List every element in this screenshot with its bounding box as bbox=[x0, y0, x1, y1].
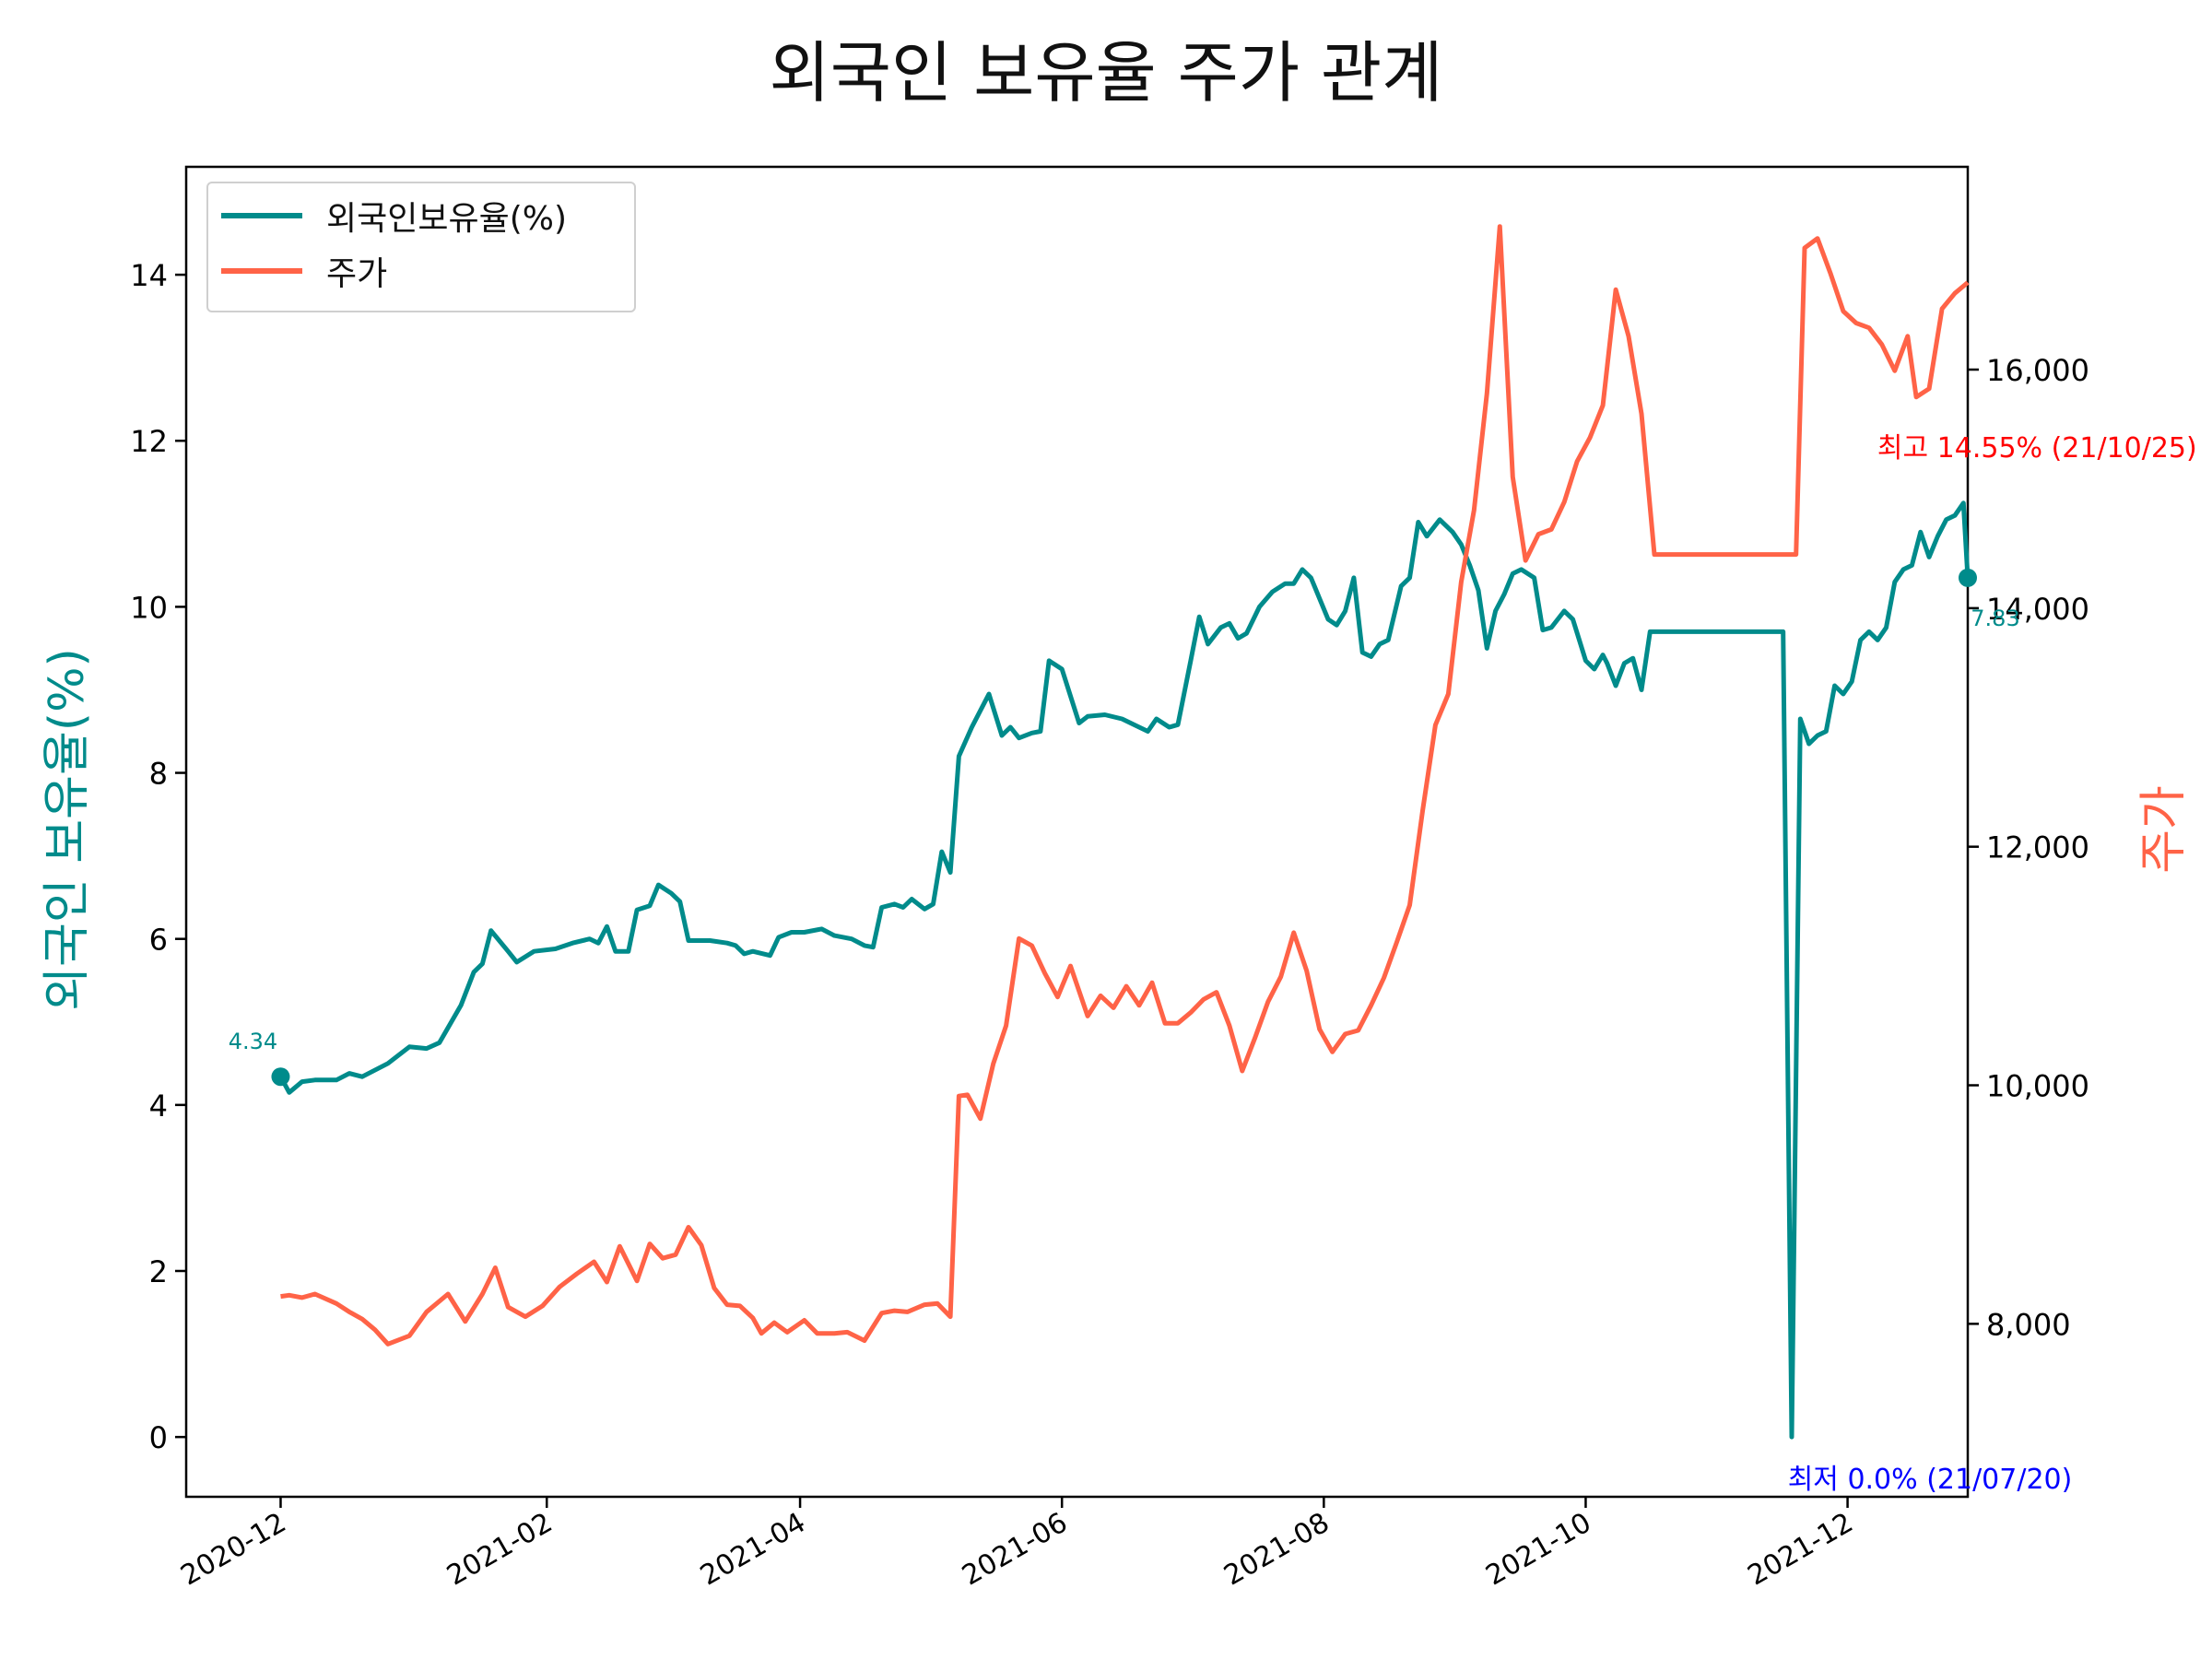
x-tick-label: 2021-02 bbox=[441, 1507, 558, 1593]
chart-legend: 외국인보유율(%) 주가 bbox=[206, 182, 636, 312]
plot-frame bbox=[184, 165, 1970, 1499]
legend-label-ratio: 외국인보유율(%) bbox=[326, 200, 568, 238]
foreign-ratio-line bbox=[278, 500, 1971, 1440]
y-tick-label: 10 bbox=[130, 590, 168, 625]
x-tick-label: 2021-12 bbox=[1743, 1507, 1859, 1593]
chart-title: 외국인 보유율 주가 관계 bbox=[769, 34, 1443, 112]
y2-tick-label: 10,000 bbox=[1986, 1069, 2089, 1104]
legend-label-price: 주가 bbox=[326, 255, 388, 293]
legend-item-ratio: 외국인보유율(%) bbox=[221, 193, 567, 239]
max-annotation: 최고 14.55% (21/10/25) bbox=[1877, 432, 2197, 465]
start-value-label: 4.34 bbox=[229, 1029, 277, 1054]
y2-tick-label: 14,000 bbox=[1986, 592, 2089, 627]
min-annotation: 최저 0.0% (21/07/20) bbox=[1788, 1464, 2073, 1496]
x-tick-label: 2021-10 bbox=[1480, 1507, 1596, 1593]
y2-axis-label: 주가 bbox=[2136, 785, 2192, 874]
y-tick-label: 12 bbox=[130, 424, 168, 459]
end-point-marker bbox=[1959, 568, 1977, 587]
end-value-label: 7.83 bbox=[1971, 606, 2019, 631]
legend-swatch-ratio bbox=[221, 213, 302, 218]
y2-tick-label: 12,000 bbox=[1986, 830, 2089, 865]
x-tick-label: 2021-04 bbox=[695, 1507, 811, 1593]
y-tick-label: 8 bbox=[149, 757, 168, 792]
y-tick-label: 4 bbox=[149, 1088, 168, 1124]
legend-item-price: 주가 bbox=[221, 248, 387, 294]
x-tick-label: 2021-08 bbox=[1218, 1507, 1335, 1593]
x-tick-label: 2021-06 bbox=[957, 1507, 1073, 1593]
legend-swatch-price bbox=[221, 268, 302, 274]
y-tick-label: 2 bbox=[149, 1254, 168, 1289]
price-line bbox=[280, 224, 1970, 1347]
y-tick-label: 6 bbox=[149, 923, 168, 958]
y2-tick-label: 16,000 bbox=[1986, 353, 2089, 388]
y-axis-label: 외국인 보유율(%) bbox=[40, 648, 95, 1011]
y-tick-label: 14 bbox=[130, 258, 168, 293]
x-tick-label: 2020-12 bbox=[175, 1507, 291, 1593]
y-tick-label: 0 bbox=[149, 1420, 168, 1455]
start-point-marker bbox=[271, 1067, 290, 1087]
y2-tick-label: 8,000 bbox=[1986, 1307, 2071, 1342]
